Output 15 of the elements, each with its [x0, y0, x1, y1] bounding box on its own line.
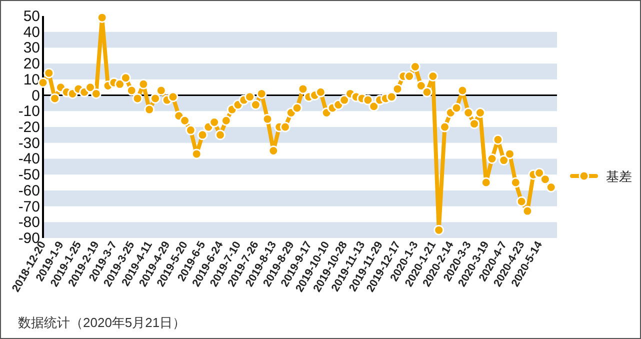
y-tick-label: 50	[23, 8, 40, 25]
y-tick-label: 20	[23, 56, 40, 73]
y-tick-label: -70	[18, 198, 40, 216]
y-tick-label: -10	[18, 103, 40, 120]
y-tick-label: -60	[18, 182, 40, 200]
y-tick-label: -50	[18, 166, 40, 184]
text: 数据统计（2020年5月21日）	[18, 315, 186, 330]
y-tick-label: 30	[23, 40, 40, 57]
y-tick-label: -80	[18, 214, 40, 232]
legend-label: 基差	[606, 169, 632, 184]
y-tick-label: -30	[18, 134, 40, 152]
y-tick-label: 0	[32, 87, 40, 104]
y-tick-label: 40	[23, 24, 40, 41]
y-tick-label: -40	[18, 150, 40, 168]
y-tick-label: -20	[18, 119, 40, 136]
